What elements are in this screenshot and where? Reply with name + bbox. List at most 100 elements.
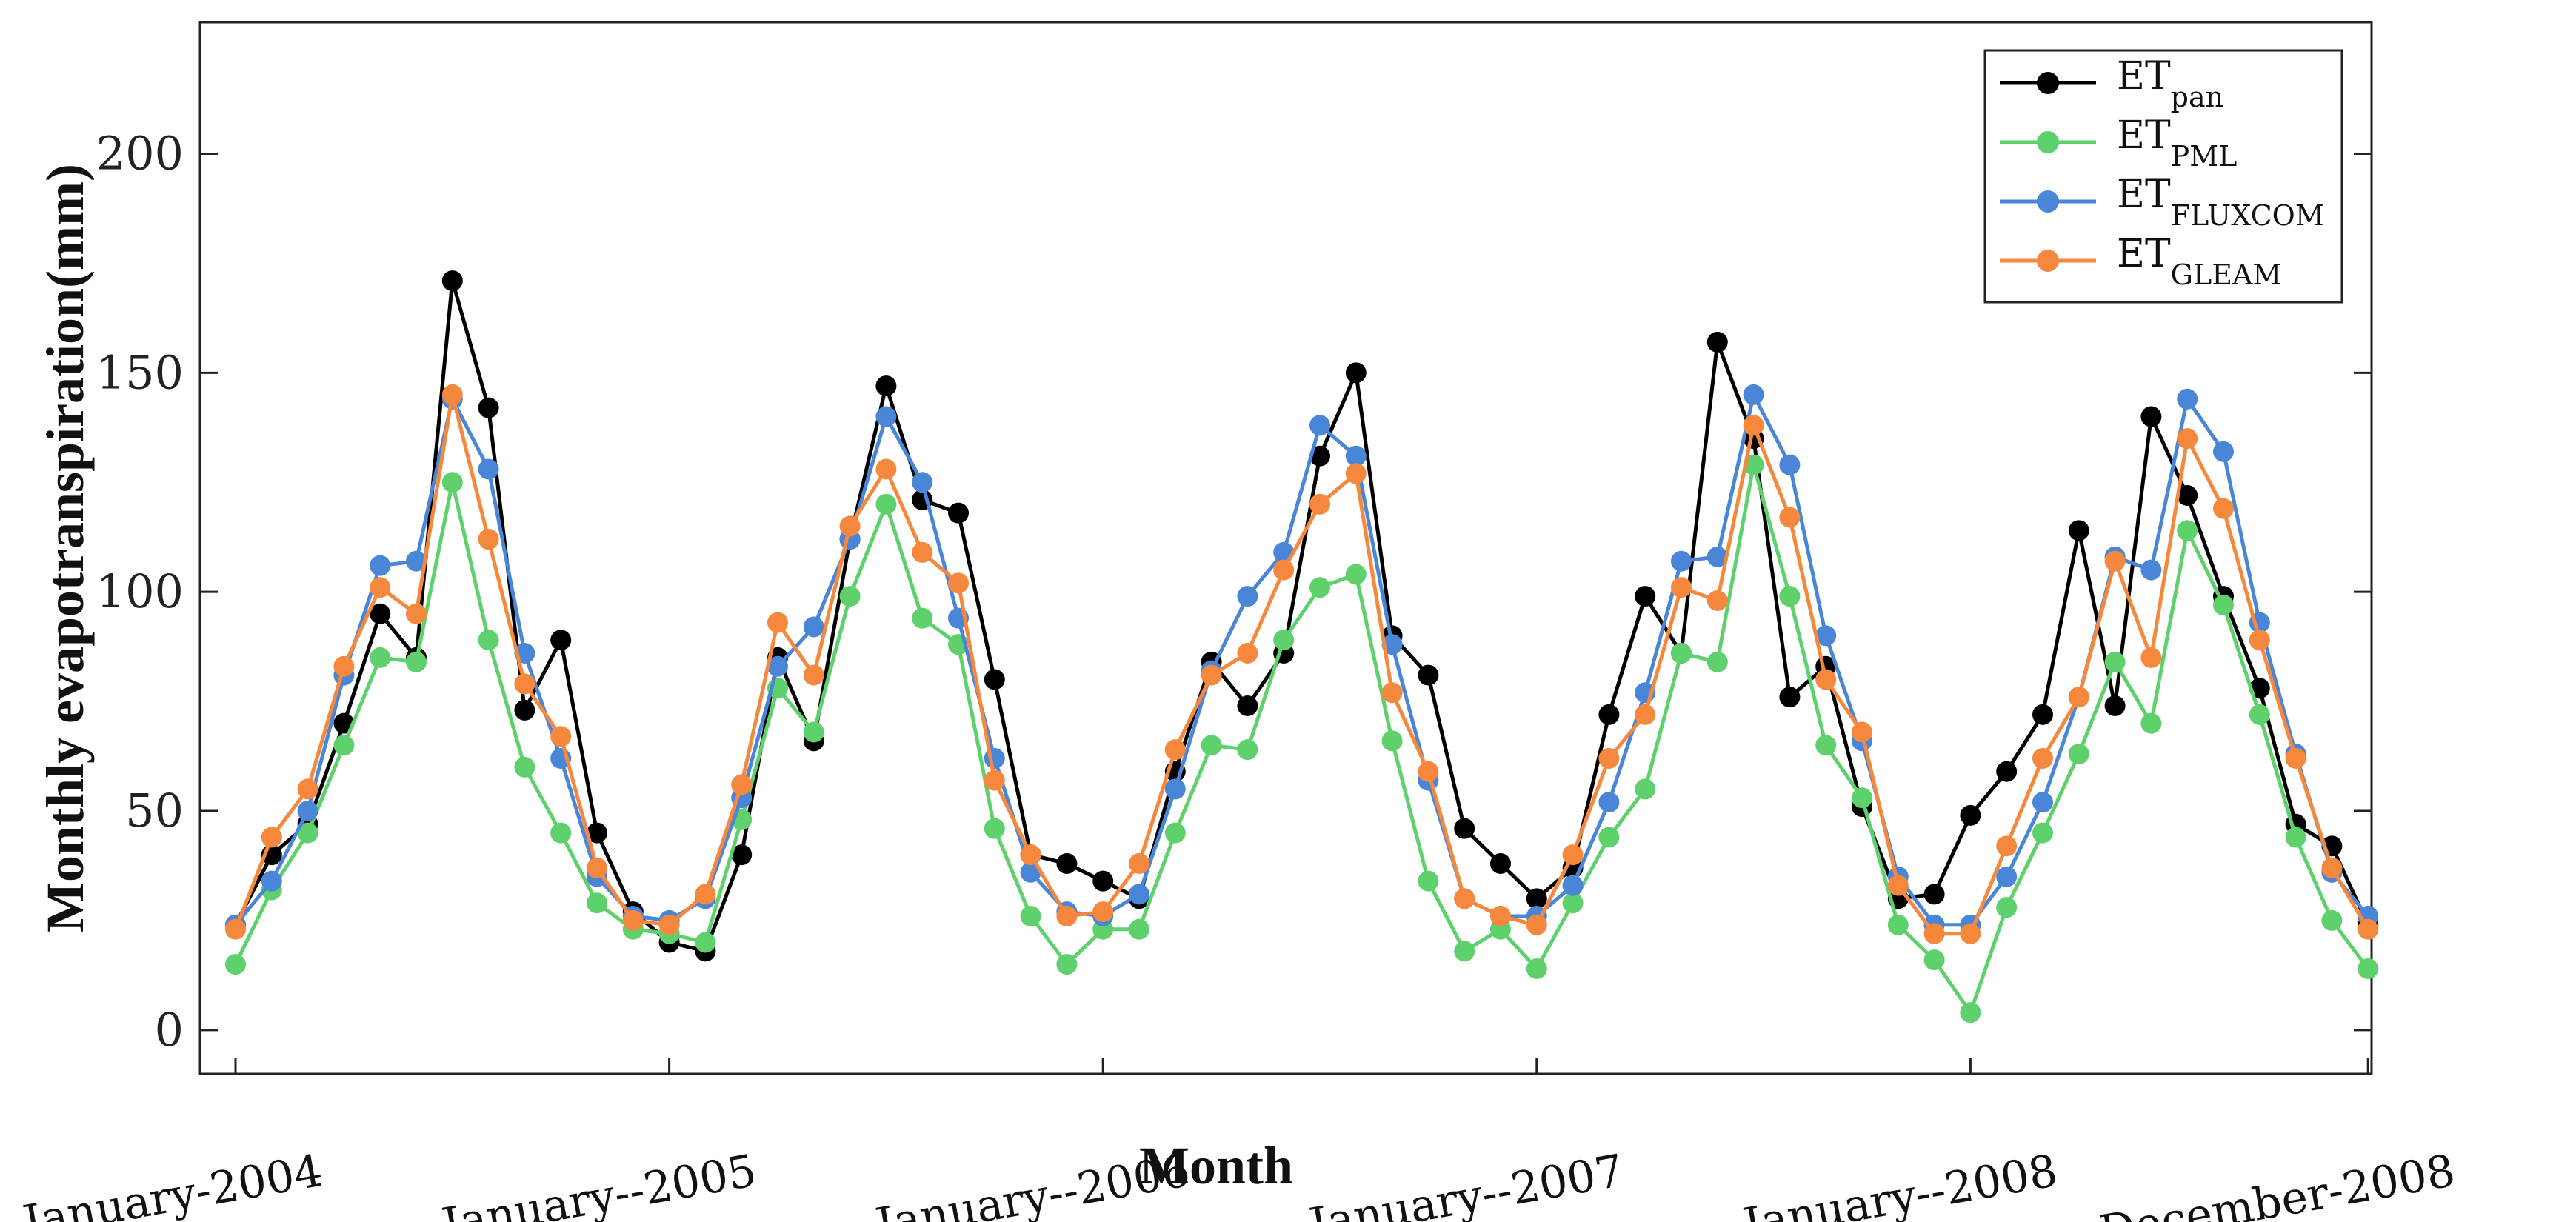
data-point <box>1490 853 1511 874</box>
data-point <box>948 572 969 594</box>
data-point <box>2177 520 2198 541</box>
data-point <box>1418 870 1439 892</box>
data-point <box>1345 463 1367 484</box>
data-point <box>2032 792 2053 813</box>
data-point <box>1996 835 2018 857</box>
legend-label-sub: pan <box>2171 81 2223 113</box>
data-point <box>1092 901 1114 923</box>
data-point <box>839 515 861 537</box>
data-point <box>406 550 427 572</box>
data-point <box>1309 577 1330 598</box>
data-point <box>1852 787 1872 809</box>
legend-label-main: ET <box>2117 232 2171 276</box>
data-point <box>514 673 535 695</box>
data-point <box>1309 445 1330 467</box>
data-point <box>1996 761 2018 782</box>
data-point <box>912 607 933 629</box>
data-point <box>2068 687 2089 708</box>
data-point <box>550 726 572 747</box>
data-point <box>2285 748 2306 769</box>
data-point <box>1129 884 1149 905</box>
legend-marker <box>2037 190 2059 213</box>
data-point <box>803 721 824 743</box>
data-point <box>441 270 463 292</box>
data-point <box>1960 804 1981 826</box>
data-point <box>875 493 897 515</box>
data-point <box>1815 735 1837 756</box>
data-point <box>803 664 824 686</box>
data-point <box>1020 906 1041 926</box>
data-point <box>1309 415 1330 436</box>
series-line <box>234 393 2370 927</box>
data-point <box>1454 941 1475 962</box>
legend-label: ETGLEAM <box>2117 232 2281 291</box>
data-point <box>1635 704 1656 725</box>
x-tick-label: January--2008 <box>1735 1145 2061 1222</box>
x-tick-label: January--2007 <box>1301 1145 1627 1222</box>
data-point <box>875 406 897 427</box>
data-point <box>1706 651 1728 672</box>
data-point <box>1129 853 1149 874</box>
data-point <box>1237 586 1258 607</box>
data-point <box>658 914 680 935</box>
data-point <box>1960 1002 1981 1024</box>
data-point <box>1526 914 1547 935</box>
data-point <box>2068 520 2089 541</box>
data-point <box>1598 748 1620 769</box>
data-point <box>1454 818 1475 839</box>
data-point <box>1779 586 1801 607</box>
data-point <box>1201 735 1222 756</box>
data-point <box>514 756 535 778</box>
data-point <box>2032 822 2053 844</box>
data-point <box>550 822 572 844</box>
data-point <box>370 603 391 624</box>
legend-marker <box>2037 250 2059 272</box>
data-point <box>1345 362 1367 384</box>
data-point <box>2177 485 2198 506</box>
y-axis: 0 50 100 150 200 <box>96 127 2372 1057</box>
series-line <box>233 463 2370 1015</box>
data-point <box>297 801 318 821</box>
data-point <box>984 669 1005 690</box>
data-point <box>333 655 355 677</box>
data-point <box>839 586 861 607</box>
legend-label: ETFLUXCOM <box>2117 173 2324 232</box>
data-point <box>370 555 391 576</box>
legend-label-sub: FLUXCOM <box>2171 199 2324 232</box>
data-point <box>225 954 246 975</box>
data-point <box>1779 454 1801 475</box>
data-point <box>1562 844 1584 866</box>
data-point <box>1562 875 1584 896</box>
series-line <box>233 278 2370 953</box>
data-point <box>333 735 355 756</box>
data-point <box>1923 923 1945 944</box>
data-point <box>1273 630 1295 651</box>
data-point <box>1706 590 1728 611</box>
data-point <box>2213 441 2234 462</box>
data-point <box>1092 870 1114 892</box>
data-point <box>984 818 1005 839</box>
data-point <box>2285 827 2306 848</box>
data-point <box>225 918 246 940</box>
legend-label-main: ET <box>2117 113 2171 158</box>
data-point <box>1309 493 1330 515</box>
data-point <box>406 603 427 624</box>
data-point <box>2032 748 2053 769</box>
data-point <box>2140 647 2162 668</box>
data-point <box>587 892 607 914</box>
data-point <box>1815 625 1837 647</box>
data-point <box>1852 721 1872 743</box>
data-point <box>1923 949 1945 971</box>
data-point <box>1164 739 1186 761</box>
data-point <box>1381 634 1403 655</box>
data-point <box>2104 651 2126 672</box>
data-point <box>2321 857 2343 878</box>
series-pml <box>225 454 2379 1024</box>
data-point <box>1381 682 1403 704</box>
data-point <box>912 541 933 563</box>
data-point <box>1671 577 1692 598</box>
x-tick-label: January--2005 <box>434 1145 760 1222</box>
y-tick-label: 150 <box>96 345 184 399</box>
